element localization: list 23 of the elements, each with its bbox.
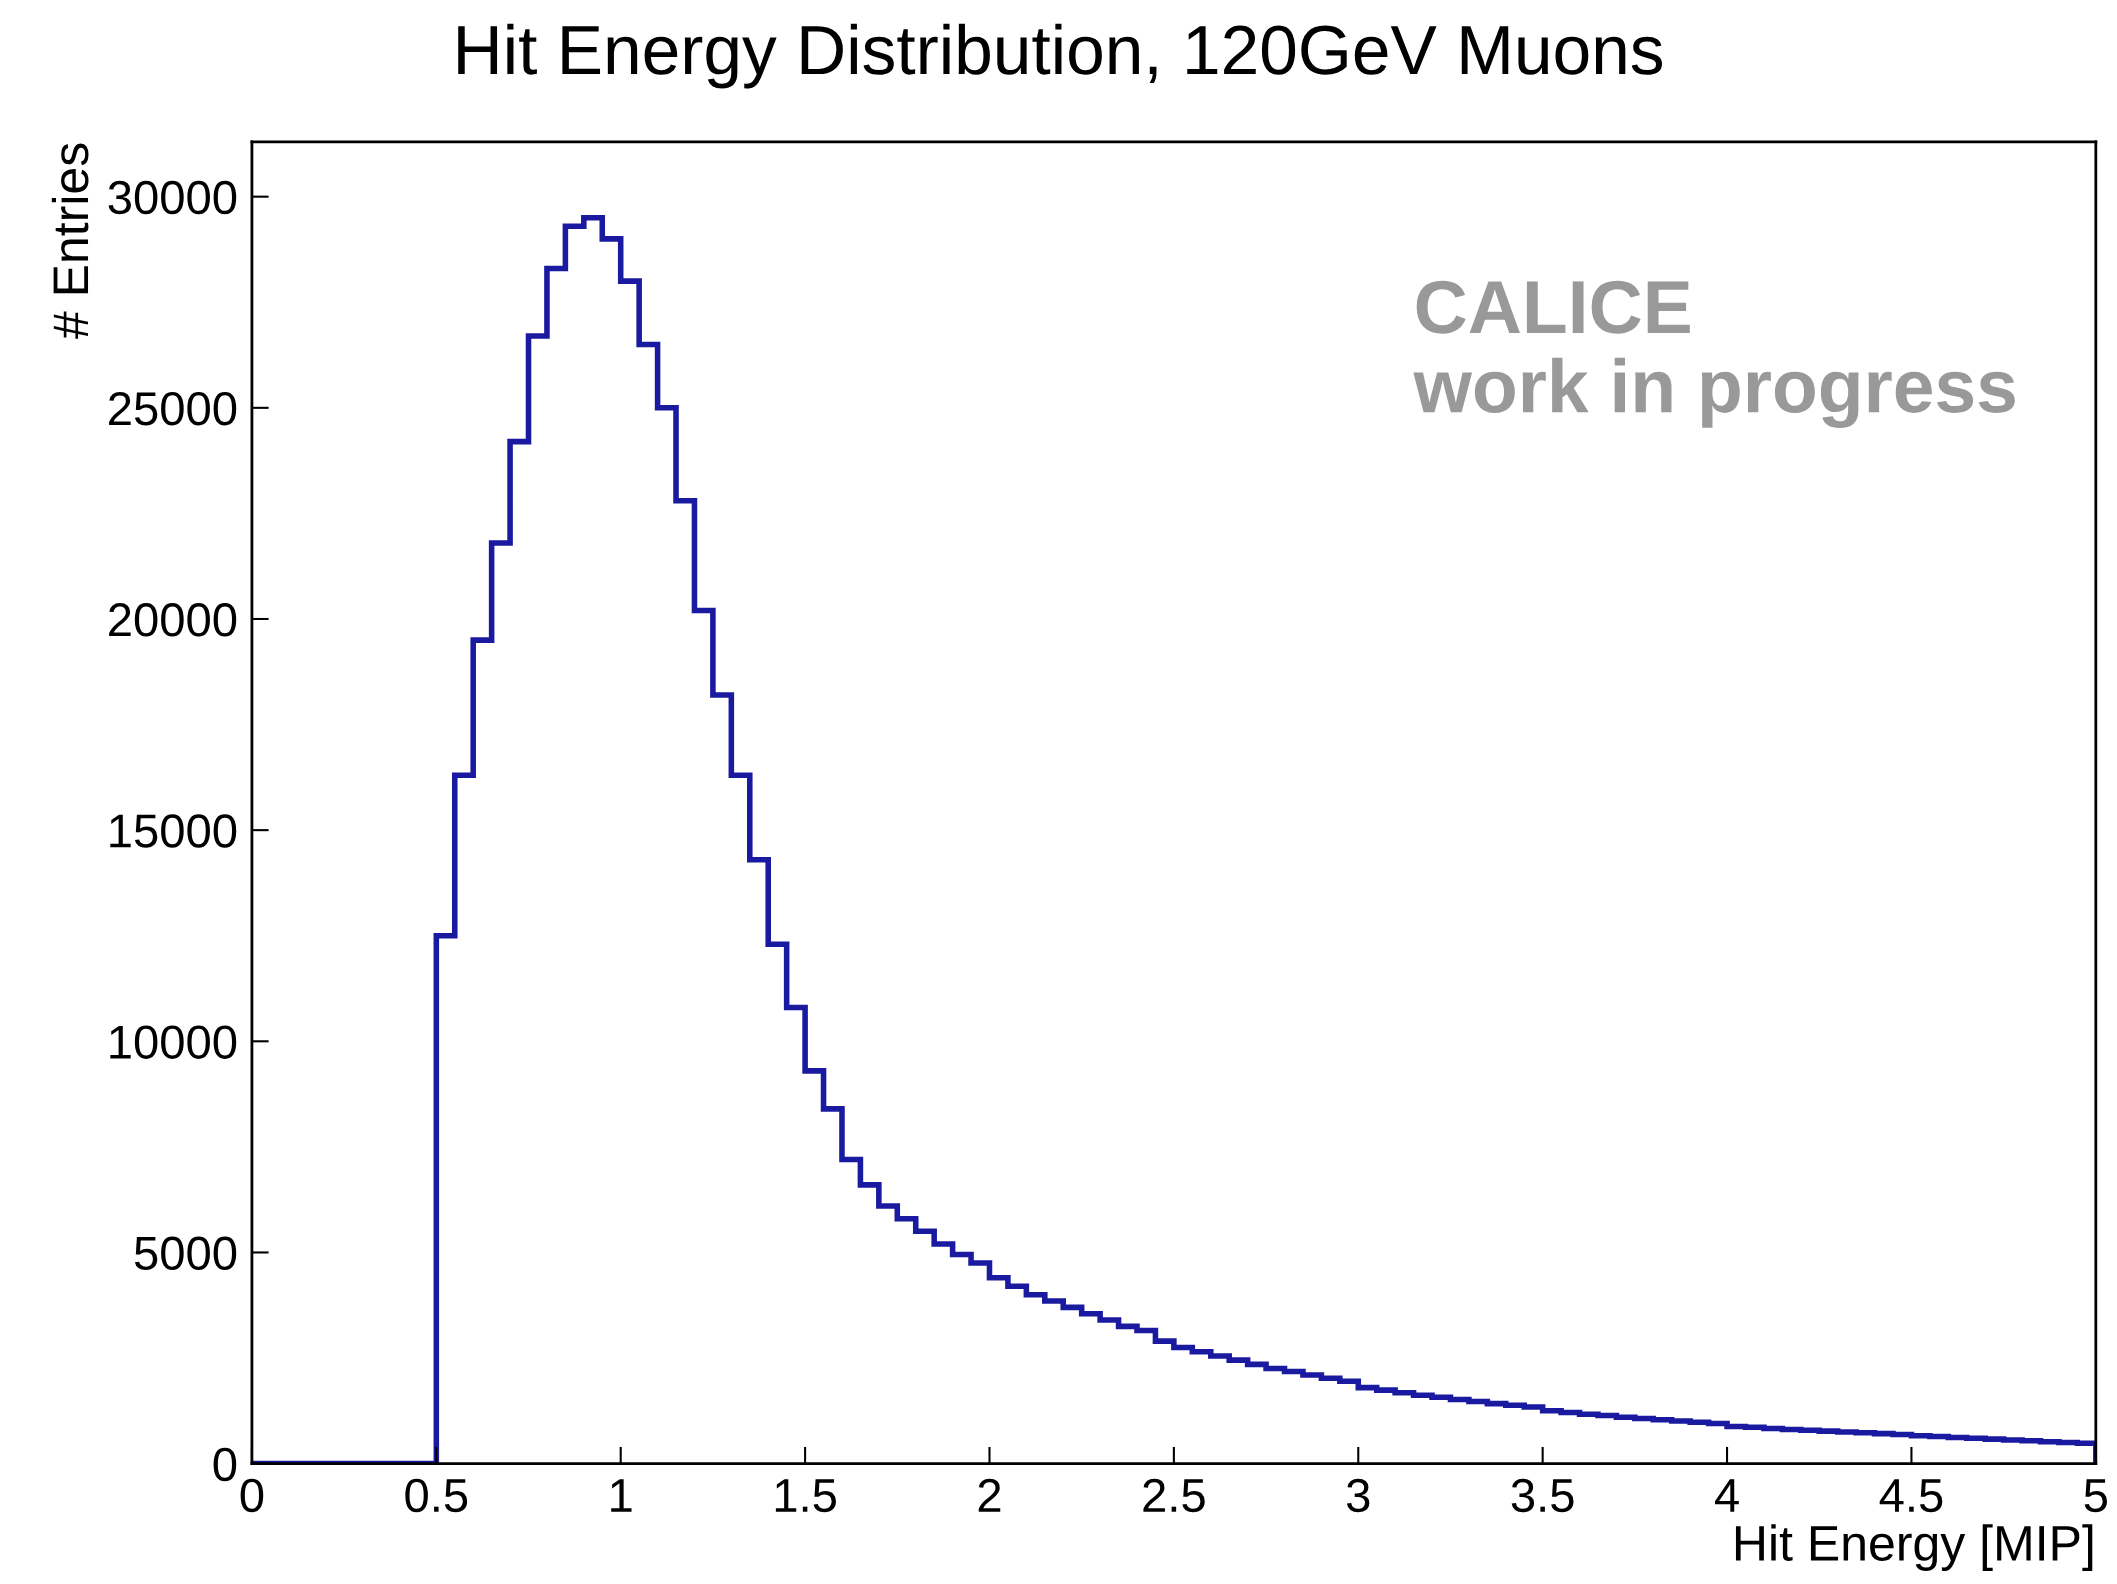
- y-tick-label: 25000: [109, 391, 237, 426]
- x-tick-label: 0.5: [405, 1478, 468, 1513]
- x-tick-label: 4: [1715, 1479, 1739, 1512]
- y-tick-label: 5000: [134, 1236, 237, 1271]
- x-axis-title: Hit Energy [MIP]: [1735, 1524, 2093, 1571]
- x-tick-label: 3: [1346, 1478, 1370, 1513]
- annotation: work in progress: [1413, 357, 2015, 429]
- x-tick-label: 0: [240, 1478, 264, 1513]
- chart-title: Hit Energy Distribution, 120GeV Muons: [458, 23, 1663, 89]
- x-tick-label: 2.5: [1143, 1478, 1205, 1513]
- x-tick-label: 5: [2084, 1479, 2107, 1513]
- y-tick-label: 30000: [108, 180, 237, 215]
- y-tick-label: 10000: [110, 1025, 237, 1059]
- x-tick-label: 2: [978, 1478, 1001, 1512]
- y-tick-label: 0: [213, 1447, 237, 1482]
- x-tick-label: 3.5: [1511, 1478, 1574, 1513]
- y-axis-title: # Entries: [51, 143, 89, 339]
- x-tick-label: 1.5: [775, 1479, 836, 1513]
- x-tick-label: 4.5: [1879, 1479, 1943, 1513]
- annotation: CALICE: [1416, 280, 1690, 334]
- x-tick-label: 1: [611, 1479, 632, 1512]
- y-tick-label: 20000: [109, 603, 237, 637]
- y-tick-label: 15000: [110, 814, 237, 848]
